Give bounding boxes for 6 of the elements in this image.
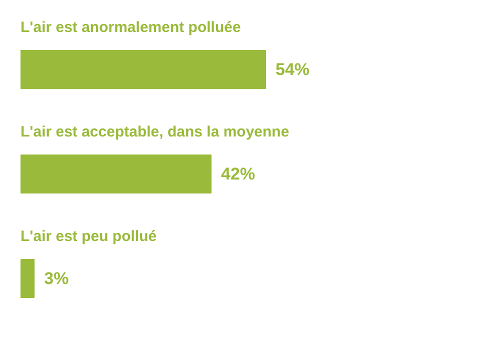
y-tick-label: L'air est acceptable, dans la moyenne [20, 124, 290, 141]
data-label: 3% [44, 269, 69, 288]
data-label: 54% [276, 60, 310, 79]
y-tick-label: L'air est peu pollué [20, 228, 157, 246]
y-tick-label: L'air est anormalement polluée [20, 19, 241, 36]
data-label: 42% [221, 164, 256, 184]
